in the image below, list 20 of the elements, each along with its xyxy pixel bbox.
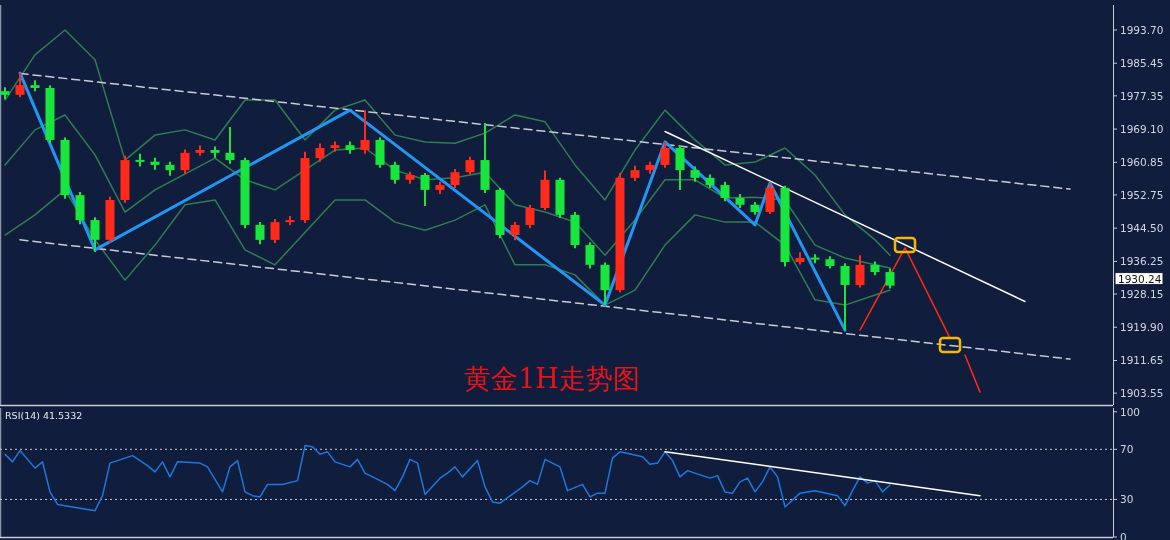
y-tick-label: 1977.35 <box>1120 89 1164 102</box>
y-tick-label: 1993.70 <box>1120 23 1164 36</box>
y-tick-label: 1936.25 <box>1120 255 1164 268</box>
y-tick-label: 1952.75 <box>1120 188 1164 201</box>
y-tick-label: 1928.15 <box>1120 288 1164 301</box>
text: 黄金1H走势图 <box>464 363 640 394</box>
y-tick-label: 1903.55 <box>1120 387 1164 400</box>
y-tick-label: 100 <box>1120 405 1141 418</box>
line-series <box>4 444 891 512</box>
text: 1930.24 <box>1118 272 1162 285</box>
y-tick-label: 1944.50 <box>1120 222 1164 235</box>
y-tick-label: 70 <box>1120 443 1134 456</box>
y-tick-label: 30 <box>1120 493 1134 506</box>
line-series <box>4 29 891 256</box>
y-tick-label: 1985.45 <box>1120 57 1164 70</box>
y-tick-label: 1919.90 <box>1120 321 1164 334</box>
y-tick-label: 1911.65 <box>1120 354 1164 367</box>
chart-title: RSI(14) 41.5332 <box>5 410 83 421</box>
y-tick-label: 1960.85 <box>1120 156 1164 169</box>
y-tick-label: 1969.10 <box>1120 123 1164 136</box>
